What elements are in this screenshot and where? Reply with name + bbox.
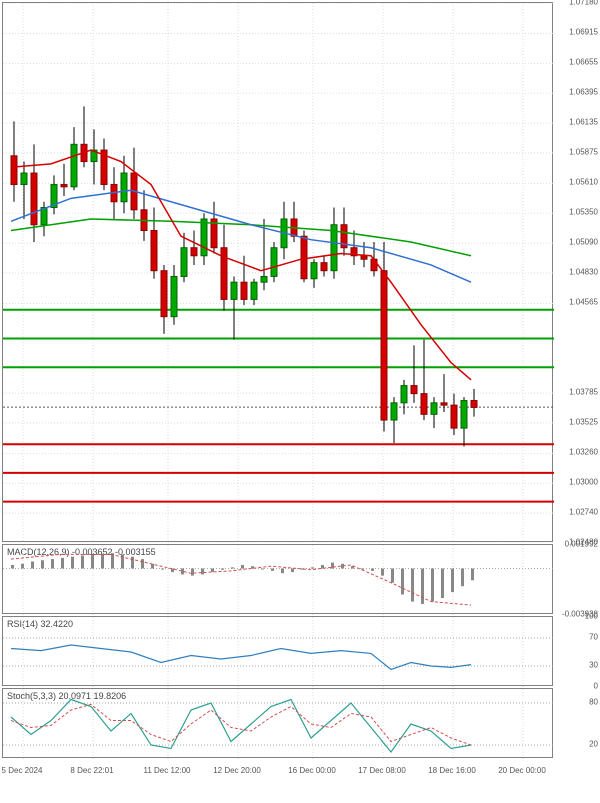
- y-tick-label: 30: [589, 661, 598, 670]
- y-tick-label: 1.03260: [569, 448, 598, 457]
- y-tick-label: 1.04565: [569, 298, 598, 307]
- y-tick-label: 100: [585, 612, 598, 621]
- y-tick-label: 1.05610: [569, 178, 598, 187]
- stoch-svg: [3, 689, 554, 759]
- rsi-y-axis: 03070100: [555, 616, 600, 686]
- y-tick-label: 1.06915: [569, 28, 598, 37]
- stoch-y-axis: 2080: [555, 688, 600, 758]
- y-tick-label: 1.03785: [569, 388, 598, 397]
- y-tick-label: 1.03000: [569, 478, 598, 487]
- x-tick-label: 5 Dec 2024: [2, 766, 43, 775]
- y-tick-label: 1.06395: [569, 88, 598, 97]
- chart-svg: [3, 3, 554, 543]
- x-tick-label: 18 Dec 16:00: [428, 766, 476, 775]
- x-tick-label: 8 Dec 22:01: [70, 766, 113, 775]
- y-tick-label: 80: [589, 698, 598, 707]
- y-tick-label: 1.06135: [569, 118, 598, 127]
- stoch-chart[interactable]: Stoch(5,3,3) 20.0971 19.8206: [2, 688, 553, 758]
- y-tick-label: 0.001992: [565, 540, 598, 549]
- macd-svg: [3, 545, 554, 615]
- macd-y-axis: 0.001992-0.003938: [555, 544, 600, 614]
- price-chart[interactable]: [2, 2, 553, 542]
- y-tick-label: 70: [589, 633, 598, 642]
- y-tick-label: 1.05350: [569, 208, 598, 217]
- x-tick-label: 16 Dec 00:00: [288, 766, 336, 775]
- y-tick-label: 1.02740: [569, 508, 598, 517]
- y-tick-label: 1.03525: [569, 417, 598, 426]
- y-tick-label: 1.06655: [569, 58, 598, 67]
- y-tick-label: 1.05875: [569, 147, 598, 156]
- x-tick-label: 11 Dec 12:00: [144, 766, 191, 775]
- macd-chart[interactable]: MACD(12,26,9) -0.003652 -0.003155: [2, 544, 553, 614]
- y-tick-label: 1.07180: [569, 0, 598, 7]
- rsi-svg: [3, 617, 554, 687]
- y-tick-label: 1.04830: [569, 268, 598, 277]
- x-tick-label: 20 Dec 00:00: [498, 766, 546, 775]
- y-tick-label: 1.05090: [569, 238, 598, 247]
- price-y-axis: 1.024801.027401.030001.032601.035251.037…: [555, 2, 600, 542]
- y-tick-label: 20: [589, 740, 598, 749]
- rsi-chart[interactable]: RSI(14) 32.4220: [2, 616, 553, 686]
- time-x-axis: 5 Dec 2024 8 Dec 22:01 11 Dec 12:00 12 Dec …: [2, 760, 553, 802]
- x-tick-label: 12 Dec 20:00: [213, 766, 261, 775]
- x-tick-label: 17 Dec 08:00: [358, 766, 406, 775]
